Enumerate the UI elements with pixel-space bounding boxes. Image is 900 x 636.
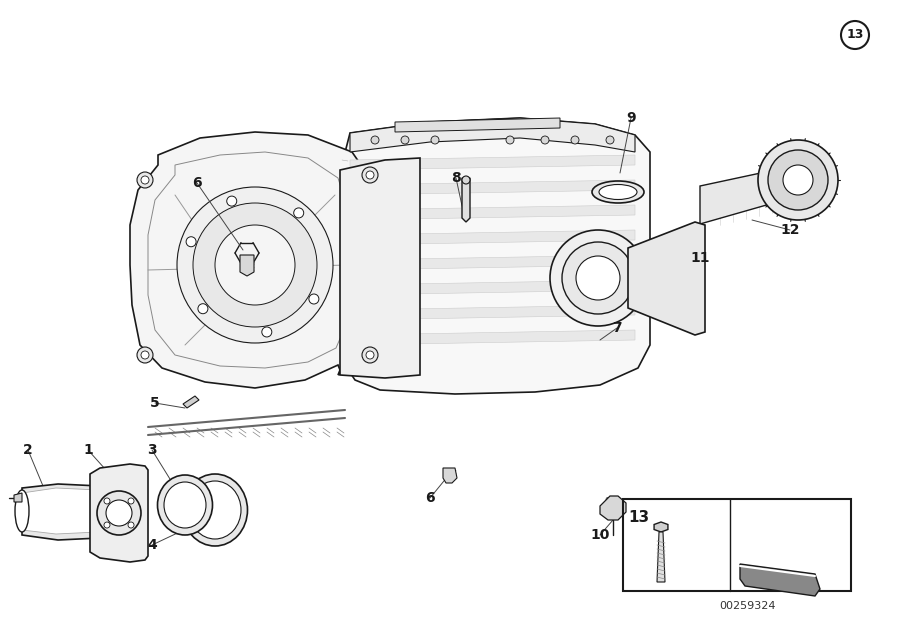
Circle shape — [616, 497, 620, 501]
Ellipse shape — [189, 481, 241, 539]
Bar — [623, 499, 851, 591]
Polygon shape — [462, 178, 470, 222]
Text: 2: 2 — [23, 443, 33, 457]
Polygon shape — [350, 305, 635, 320]
Ellipse shape — [164, 482, 206, 528]
Circle shape — [177, 187, 333, 343]
Circle shape — [104, 498, 110, 504]
Polygon shape — [130, 132, 372, 388]
Polygon shape — [183, 396, 199, 408]
Polygon shape — [22, 488, 114, 534]
Circle shape — [366, 171, 374, 179]
Circle shape — [462, 176, 470, 184]
Text: 1: 1 — [83, 443, 93, 457]
Circle shape — [262, 327, 272, 337]
Polygon shape — [628, 222, 705, 335]
Circle shape — [606, 515, 610, 519]
Circle shape — [616, 515, 620, 519]
Polygon shape — [350, 330, 635, 345]
Ellipse shape — [592, 181, 644, 203]
Ellipse shape — [158, 475, 212, 535]
Circle shape — [215, 225, 295, 305]
Circle shape — [128, 522, 134, 528]
Text: 4: 4 — [147, 538, 157, 552]
Polygon shape — [600, 496, 626, 520]
Text: 5: 5 — [150, 396, 160, 410]
Polygon shape — [350, 205, 635, 220]
Text: 7: 7 — [612, 321, 622, 335]
Circle shape — [758, 140, 838, 220]
Circle shape — [366, 351, 374, 359]
Circle shape — [362, 167, 378, 183]
Polygon shape — [657, 532, 665, 582]
Text: 10: 10 — [590, 528, 609, 542]
Text: 8: 8 — [451, 171, 461, 185]
Polygon shape — [350, 155, 635, 170]
Circle shape — [562, 242, 634, 314]
Circle shape — [198, 304, 208, 314]
Polygon shape — [350, 230, 635, 245]
Ellipse shape — [599, 184, 637, 200]
Polygon shape — [740, 564, 820, 596]
Polygon shape — [443, 468, 457, 483]
Polygon shape — [240, 255, 254, 276]
Text: 9: 9 — [626, 111, 635, 125]
Circle shape — [541, 136, 549, 144]
Circle shape — [137, 172, 153, 188]
Circle shape — [601, 506, 605, 510]
Polygon shape — [22, 484, 118, 540]
Polygon shape — [340, 118, 650, 394]
Circle shape — [141, 351, 149, 359]
Polygon shape — [395, 118, 560, 132]
Text: 11: 11 — [690, 251, 710, 265]
Text: 3: 3 — [148, 443, 157, 457]
Polygon shape — [14, 493, 22, 502]
Text: 12: 12 — [780, 223, 800, 237]
Circle shape — [550, 230, 646, 326]
Circle shape — [104, 522, 110, 528]
Circle shape — [431, 136, 439, 144]
Circle shape — [506, 136, 514, 144]
Circle shape — [137, 347, 153, 363]
Text: 00259324: 00259324 — [719, 601, 775, 611]
Circle shape — [128, 498, 134, 504]
Polygon shape — [350, 280, 635, 295]
Circle shape — [401, 136, 409, 144]
Text: 13: 13 — [628, 509, 650, 525]
Circle shape — [141, 176, 149, 184]
Polygon shape — [350, 255, 635, 270]
Circle shape — [362, 347, 378, 363]
Polygon shape — [350, 180, 635, 195]
Polygon shape — [340, 158, 420, 378]
Ellipse shape — [183, 474, 248, 546]
Circle shape — [227, 196, 237, 206]
Text: 6: 6 — [193, 176, 202, 190]
Circle shape — [186, 237, 196, 247]
Circle shape — [621, 506, 625, 510]
Circle shape — [371, 136, 379, 144]
Polygon shape — [90, 464, 148, 562]
Circle shape — [576, 256, 620, 300]
Polygon shape — [654, 522, 668, 532]
Circle shape — [97, 491, 141, 535]
Circle shape — [841, 21, 869, 49]
Text: 6: 6 — [425, 491, 435, 505]
Circle shape — [606, 497, 610, 501]
Circle shape — [293, 208, 303, 218]
Circle shape — [106, 500, 132, 526]
Polygon shape — [700, 165, 798, 224]
Circle shape — [783, 165, 813, 195]
Text: 13: 13 — [846, 29, 864, 41]
Circle shape — [193, 203, 317, 327]
Circle shape — [768, 150, 828, 210]
Ellipse shape — [15, 490, 29, 532]
Circle shape — [606, 136, 614, 144]
Circle shape — [571, 136, 579, 144]
Circle shape — [309, 294, 319, 304]
Polygon shape — [350, 118, 635, 152]
